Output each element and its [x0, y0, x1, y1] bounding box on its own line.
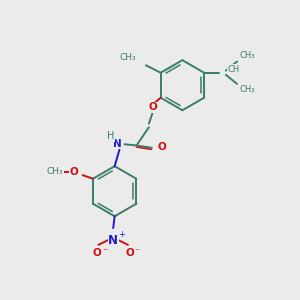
Text: N: N [113, 139, 122, 149]
Text: O: O [148, 102, 157, 112]
Text: CH: CH [228, 65, 240, 74]
Text: CH₃: CH₃ [47, 167, 64, 176]
Text: O: O [125, 248, 134, 258]
Text: O: O [92, 248, 101, 258]
Text: ⁻: ⁻ [103, 247, 108, 257]
Text: CH₃: CH₃ [239, 51, 255, 60]
Text: CH₃: CH₃ [120, 53, 136, 62]
Text: O: O [70, 167, 78, 177]
Text: CH₃: CH₃ [239, 85, 255, 94]
Text: ⁻: ⁻ [134, 247, 140, 257]
Text: H: H [107, 131, 115, 141]
Text: N: N [108, 234, 118, 247]
Text: +: + [118, 230, 125, 239]
Text: O: O [157, 142, 166, 152]
